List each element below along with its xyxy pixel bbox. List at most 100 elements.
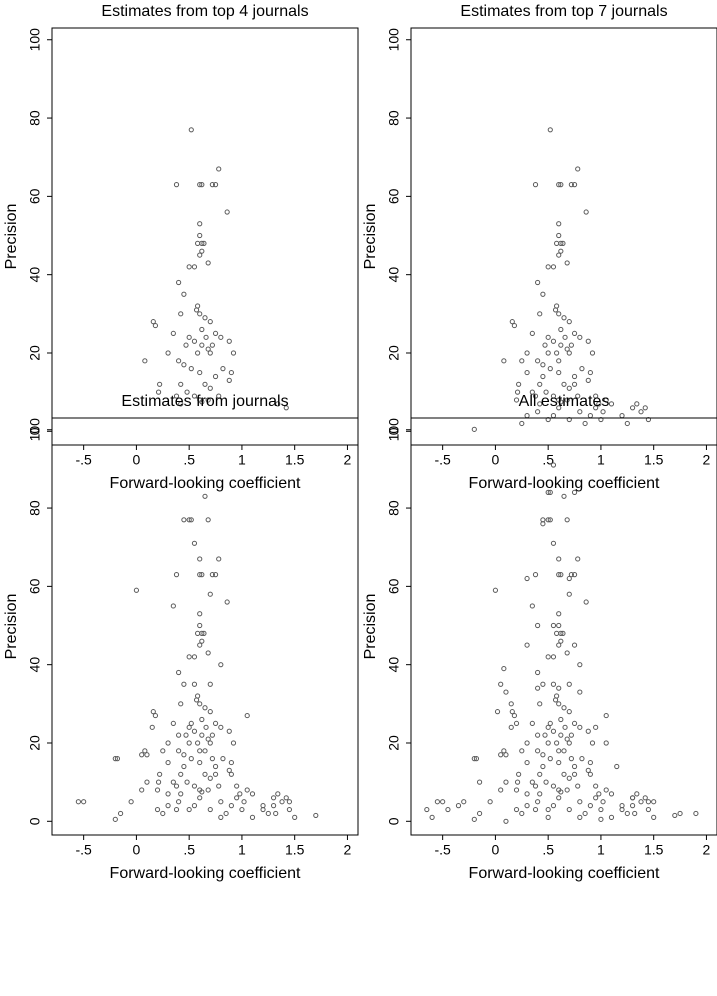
point: [577, 799, 583, 805]
point: [199, 248, 205, 254]
point: [201, 630, 207, 636]
point: [575, 556, 581, 562]
point: [571, 572, 578, 578]
point: [199, 342, 205, 348]
point: [487, 799, 493, 805]
point: [608, 401, 615, 407]
point: [672, 812, 678, 819]
point: [566, 591, 572, 597]
point: [170, 720, 176, 727]
point: [583, 599, 589, 605]
point: [178, 771, 184, 777]
point: [473, 756, 480, 762]
point: [207, 775, 213, 781]
point: [564, 260, 570, 266]
point: [202, 493, 208, 499]
point: [191, 681, 198, 687]
point: [624, 810, 630, 817]
point: [154, 787, 161, 793]
point: [283, 795, 289, 801]
point: [516, 381, 522, 387]
point: [524, 740, 530, 746]
point: [429, 814, 435, 820]
point: [508, 701, 514, 707]
y-tick-label: 40: [27, 267, 43, 283]
point: [209, 572, 215, 578]
point: [535, 622, 541, 629]
point: [181, 681, 187, 687]
point: [234, 795, 240, 801]
plot-frame: [51, 417, 359, 836]
point: [564, 346, 570, 352]
y-tick-label: 0: [386, 427, 402, 435]
point: [566, 319, 572, 325]
point: [571, 182, 578, 188]
point: [561, 771, 567, 777]
point: [545, 350, 551, 356]
point: [556, 701, 562, 707]
point: [532, 783, 539, 789]
x-tick-label: -.5: [75, 842, 92, 858]
point: [209, 342, 215, 348]
point: [571, 489, 578, 495]
point: [540, 752, 546, 758]
chart-title: Estimates from journals: [121, 393, 288, 410]
x-axis-label: Forward-looking coefficient: [110, 865, 301, 882]
x-tick-label: 1.5: [644, 842, 664, 858]
point: [133, 587, 140, 593]
point: [209, 732, 215, 738]
point: [556, 685, 562, 691]
point: [516, 771, 522, 777]
point: [571, 720, 578, 727]
x-tick-label: 0: [492, 842, 500, 858]
plot-frame: [51, 27, 359, 446]
point: [188, 127, 194, 133]
point: [197, 748, 203, 754]
point: [550, 413, 557, 419]
point: [558, 182, 564, 188]
point: [524, 759, 530, 766]
point: [603, 712, 609, 719]
point: [568, 756, 574, 762]
point: [228, 771, 234, 777]
point: [638, 409, 644, 415]
point: [202, 705, 208, 711]
point: [205, 517, 211, 523]
point: [224, 209, 230, 215]
point: [585, 728, 591, 734]
point: [199, 732, 205, 738]
point: [203, 334, 209, 340]
chart-title: All estimates: [519, 393, 610, 410]
point: [561, 705, 567, 711]
point: [556, 182, 562, 188]
point: [537, 401, 543, 407]
point: [629, 795, 636, 801]
point: [540, 521, 546, 527]
x-axis-label: Forward-looking coefficient: [469, 475, 660, 492]
point: [582, 420, 588, 427]
point: [568, 732, 574, 738]
point: [197, 556, 203, 562]
point: [582, 810, 588, 817]
chart-title: Estimates from top 4 journals: [101, 3, 308, 20]
point: [207, 591, 213, 597]
x-tick-label: 2: [703, 842, 711, 858]
point: [519, 420, 525, 427]
y-tick-label: 100: [386, 418, 402, 442]
point: [651, 814, 657, 820]
point: [202, 748, 208, 754]
point: [596, 401, 602, 407]
point: [566, 709, 572, 715]
point: [532, 182, 539, 188]
point: [178, 701, 184, 707]
point: [112, 756, 118, 762]
y-tick-label: 80: [27, 500, 43, 516]
point: [498, 752, 504, 758]
point: [558, 732, 564, 738]
point: [201, 240, 207, 246]
point: [550, 540, 557, 546]
point: [556, 369, 562, 376]
point: [556, 748, 562, 754]
point: [503, 818, 509, 824]
point: [577, 689, 583, 695]
